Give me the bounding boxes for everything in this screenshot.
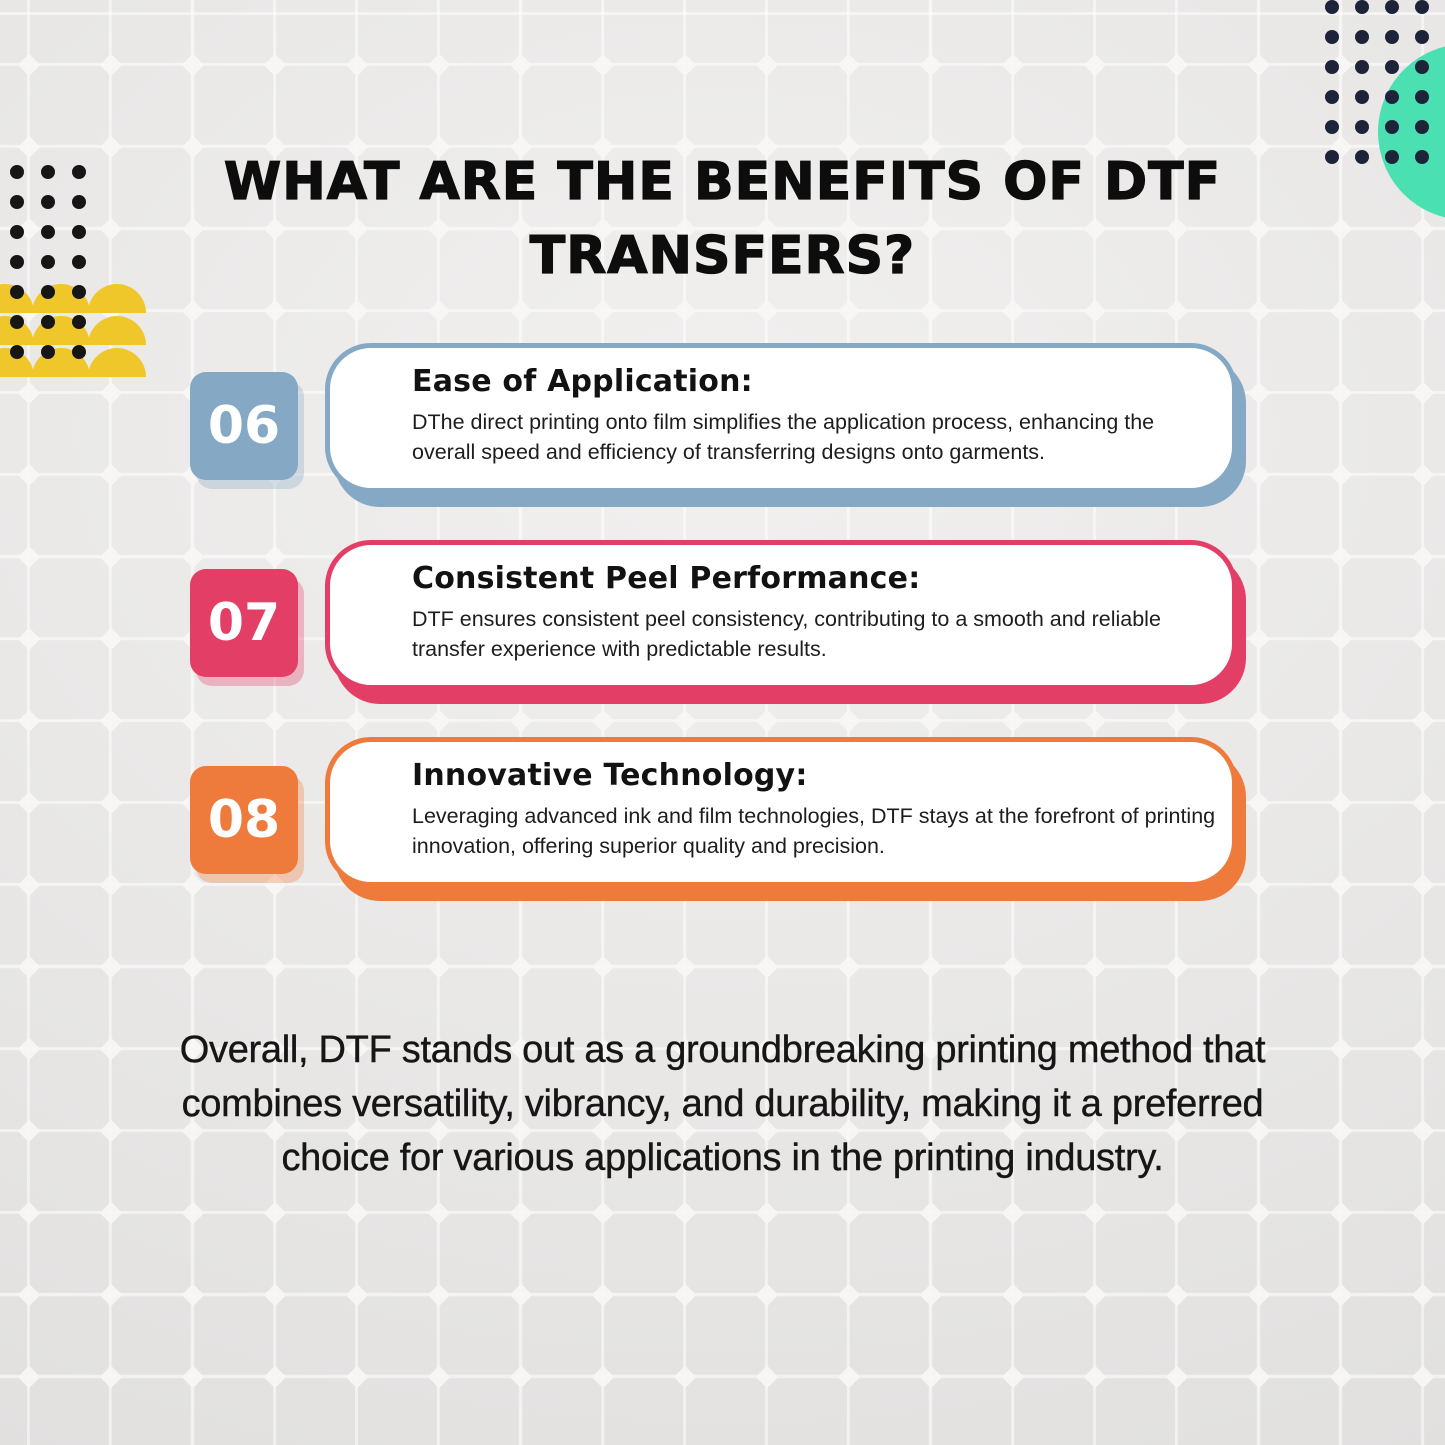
number-badge-06: 06 [190,372,298,480]
benefit-heading: Ease of Application: [412,364,753,399]
benefit-card-08: Innovative Technology: Leveraging advanc… [325,737,1237,887]
benefit-card-06: Ease of Application: DThe direct printin… [325,343,1237,493]
dot-grid-left [1,157,94,367]
badge-number: 06 [207,396,281,456]
benefit-body: DTF ensures consistent peel consistency,… [412,607,1161,662]
number-badge-08: 08 [190,766,298,874]
benefit-row-06: 06 Ease of Application: DThe direct prin… [190,343,1237,493]
benefit-row-08: 08 Innovative Technology: Leveraging adv… [190,737,1237,887]
benefit-body: Leveraging advanced ink and film technol… [412,804,1216,859]
benefit-body: DThe direct printing onto film simplifie… [412,410,1155,465]
benefit-heading: Innovative Technology: [412,758,808,793]
benefit-card-07: Consistent Peel Performance: DTF ensures… [325,540,1237,690]
benefit-heading: Consistent Peel Performance: [412,561,921,596]
page-title: WHAT ARE THE BENEFITS OF DTF TRANSFERS? [223,151,1222,286]
badge-number: 07 [207,593,281,653]
dot-grid-top-right [1317,0,1437,172]
summary-text: Overall, DTF stands out as a groundbreak… [179,1029,1266,1179]
badge-number: 08 [207,790,281,850]
benefit-row-07: 07 Consistent Peel Performance: DTF ensu… [190,540,1237,690]
number-badge-07: 07 [190,569,298,677]
